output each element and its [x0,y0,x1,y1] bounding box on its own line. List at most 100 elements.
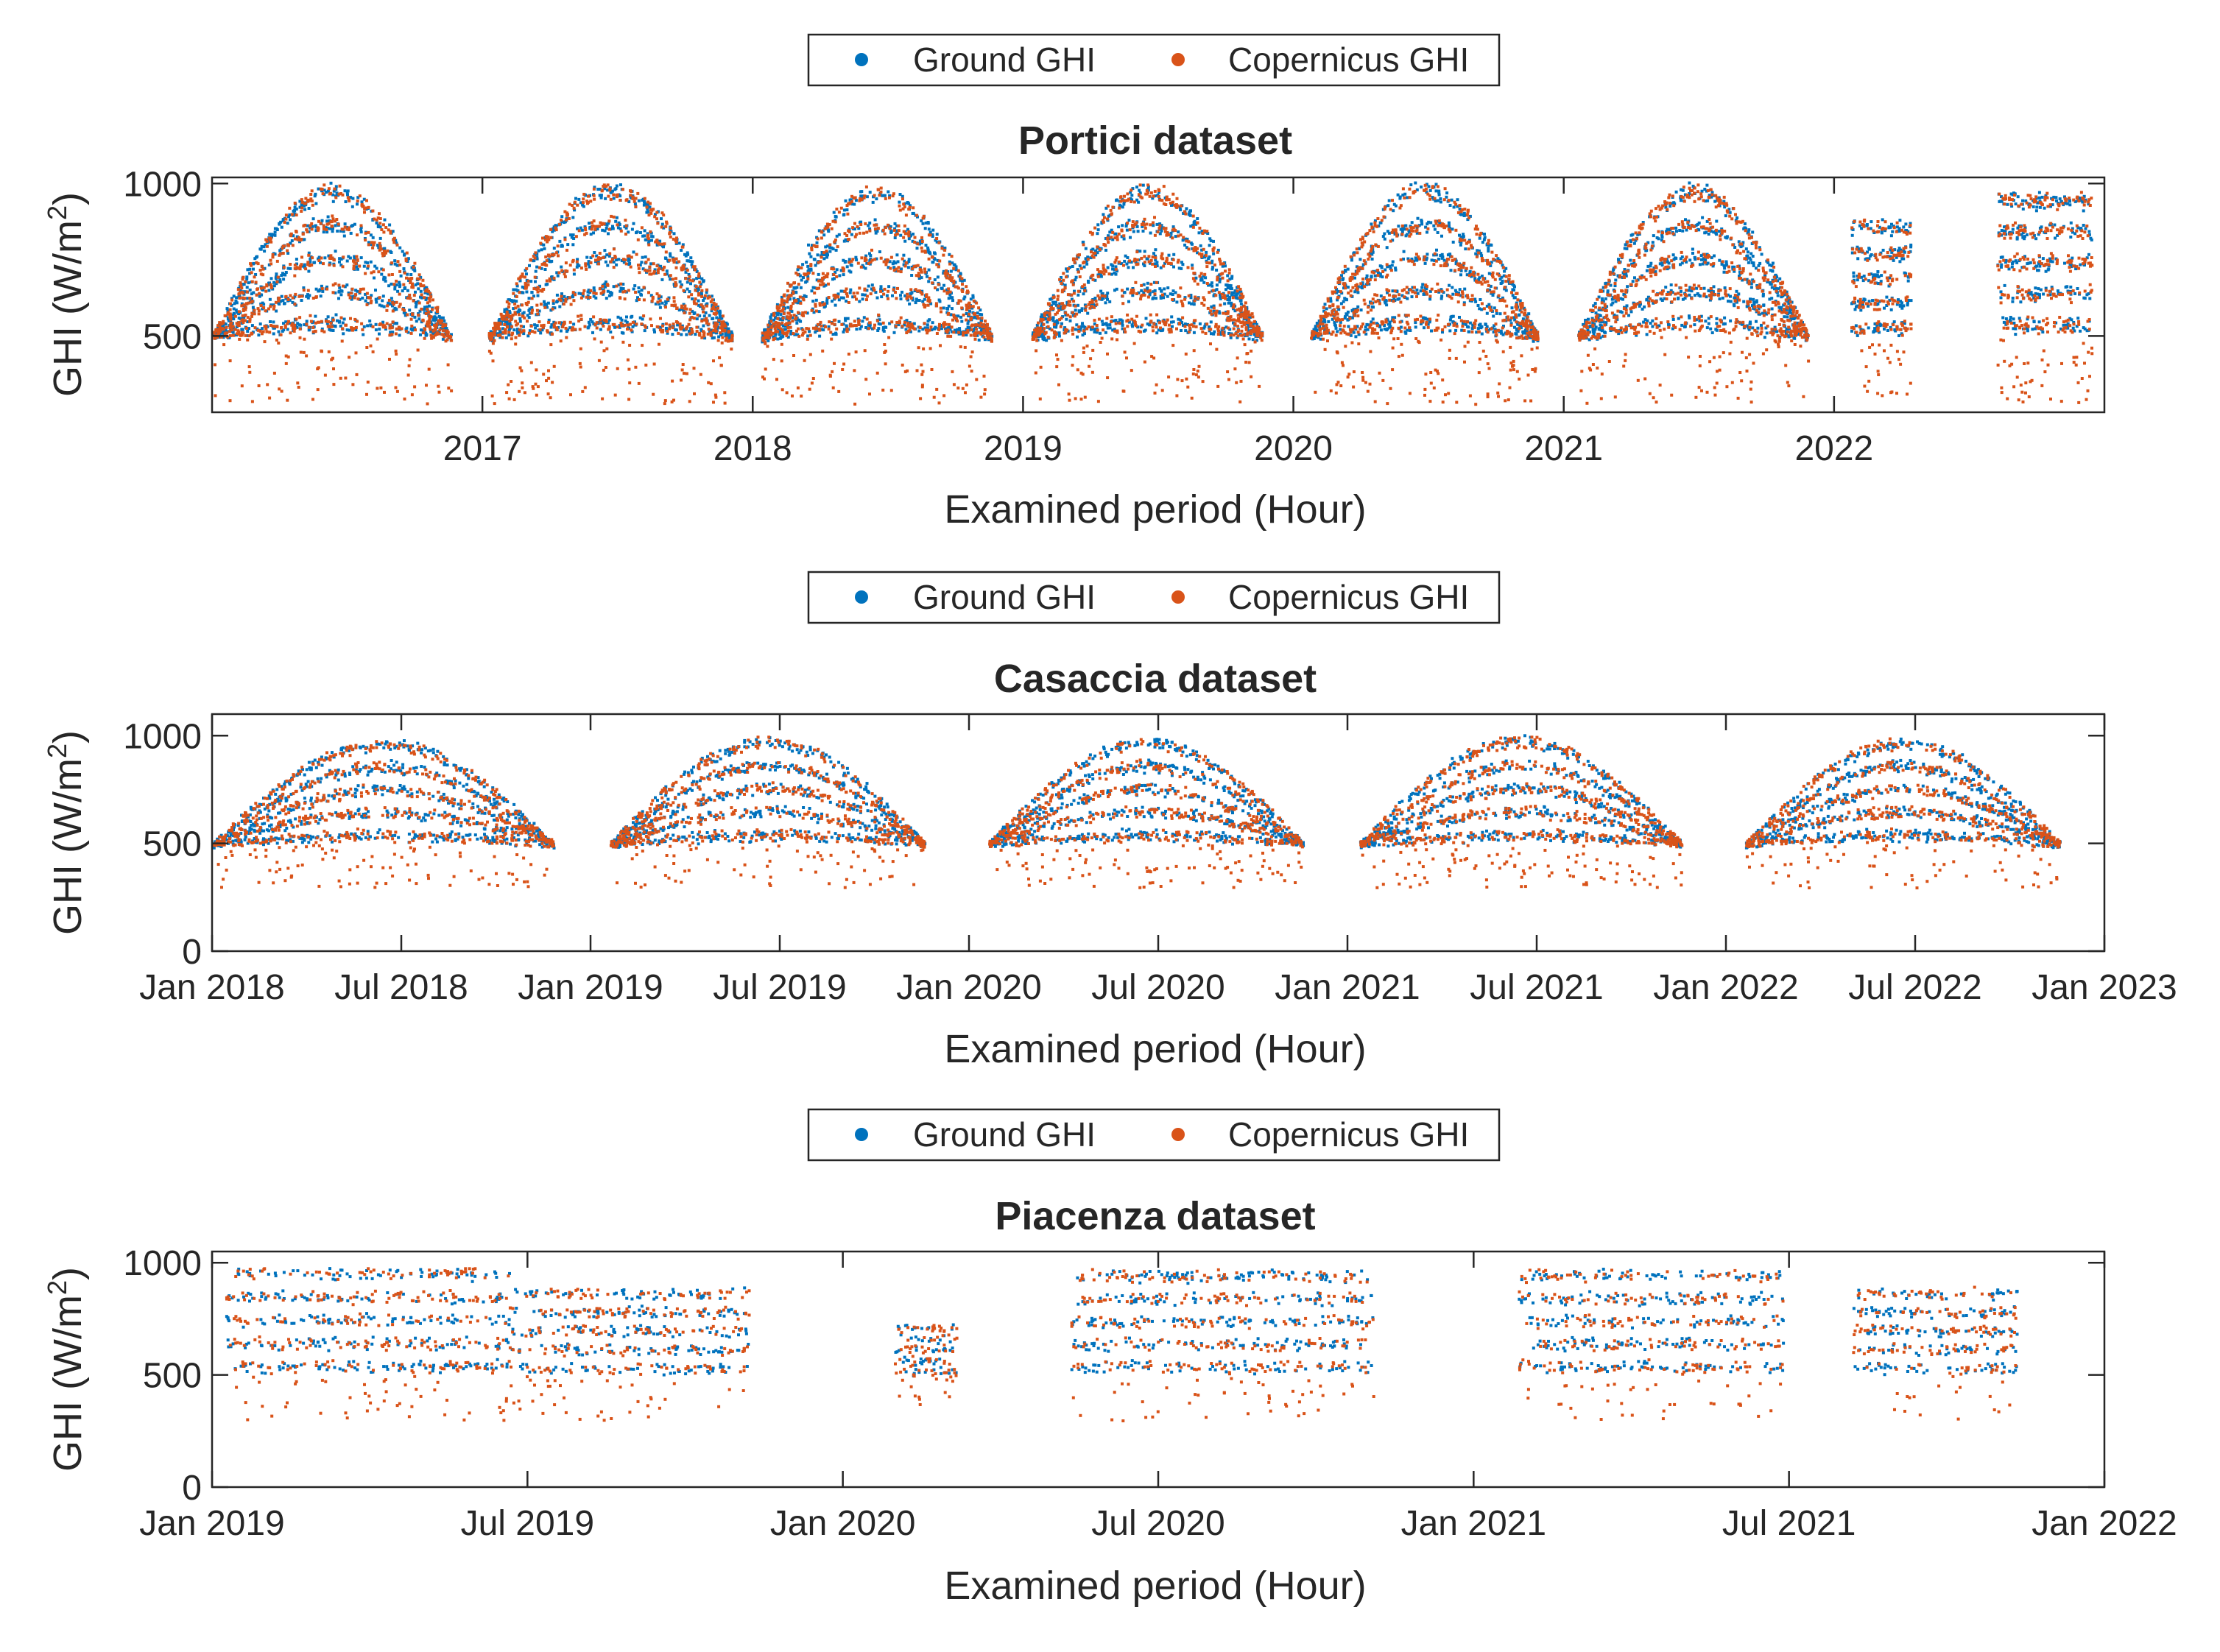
ground-point [1518,313,1521,317]
ground-point [1872,331,1875,334]
ground-point [2032,205,2035,208]
ground-point [2047,267,2051,271]
ground-point [1131,187,1135,191]
ground-point [1159,294,1163,298]
ground-point [434,316,438,320]
ground-point [560,215,564,219]
ground-point [931,228,935,232]
ground-point [641,317,644,321]
ground-point [342,234,346,238]
ground-point [1667,322,1670,326]
ground-point [419,289,423,293]
ground-point [1209,320,1213,324]
ground-point [536,294,540,297]
ground-point [1177,317,1180,321]
ground-point [1379,328,1383,332]
ground-point [1770,307,1774,311]
ground-point [2082,224,2085,227]
ground-point [979,313,982,316]
ground-point [879,288,883,292]
ground-point [850,233,853,236]
ground-point [1700,258,1703,261]
ground-point [822,284,826,288]
ground-point [2069,221,2073,225]
ground-point [351,224,355,227]
ground-point [231,331,235,334]
ground-point [1611,301,1615,305]
ground-point [630,227,634,231]
ground-point [605,297,608,300]
ground-point [879,285,883,289]
ground-point [606,321,610,325]
ground-point [434,318,438,321]
ground-point [777,310,780,314]
ground-point [1342,300,1345,303]
ground-point [414,283,417,286]
ground-point [355,265,358,269]
ground-point [2009,316,2012,319]
ground-point [1223,302,1227,306]
ground-point [1852,271,1856,275]
ground-point [621,287,625,291]
ground-point [875,257,878,261]
ground-point [303,208,307,211]
ground-point [1668,205,1672,208]
ground-point [977,322,981,325]
ground-point [1142,283,1146,286]
ground-point [869,258,872,262]
ground-point [1459,243,1462,247]
ground-point [1904,222,1908,226]
ground-point [307,269,311,273]
ground-point [1642,320,1646,324]
ground-point [257,333,261,337]
ground-point [1039,315,1043,319]
ground-point [588,265,591,269]
ground-point [1483,233,1486,236]
ground-point [429,310,433,314]
ground-point [977,338,981,342]
ground-point [799,320,803,323]
ground-point [1379,275,1383,278]
ground-point [1207,283,1211,287]
ground-point [318,288,322,292]
ground-point [633,322,637,326]
ground-point [881,326,885,330]
ground-point [1221,264,1224,268]
ground-point [391,331,395,334]
ground-point [630,196,632,200]
ground-point [700,329,703,333]
ground-point [240,302,244,306]
ground-point [615,263,619,266]
ground-point [1513,296,1517,300]
ground-point [767,339,770,342]
ground-point [389,302,392,306]
ground-point [566,243,570,247]
ground-point [971,294,975,297]
ground-point [1414,325,1417,329]
ground-point [1600,298,1604,302]
ground-point [398,285,401,289]
ground-point [940,327,943,331]
ground-point [1399,227,1403,231]
ground-point [1208,244,1211,247]
ground-point [533,323,537,327]
ground-point [686,251,689,255]
ground-point [261,327,264,331]
ground-point [2089,236,2093,240]
ground-point [662,226,666,230]
ground-point [1148,291,1152,294]
ground-point [840,296,844,300]
ground-point [949,269,953,273]
ground-point [1677,317,1680,320]
ground-point [1119,318,1123,322]
ground-point [248,267,252,271]
ground-point [827,230,831,233]
ground-point [912,233,915,236]
ground-point [1074,275,1078,279]
ground-point [825,251,829,255]
ground-point [1120,262,1124,266]
ground-point [1210,281,1213,285]
ground-point [329,328,333,332]
ground-point [846,317,850,320]
ground-point [339,324,342,328]
